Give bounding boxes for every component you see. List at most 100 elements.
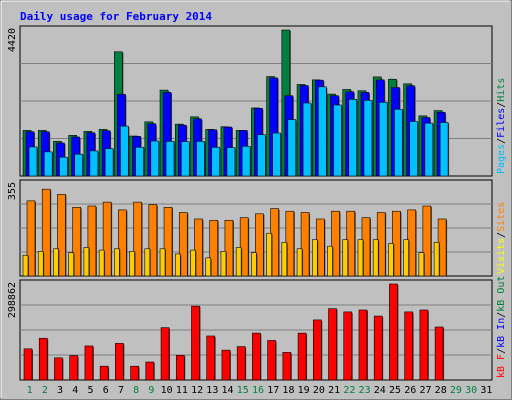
bar-hits-pages-day-21 [333, 104, 342, 177]
bar-kbytes-kb-f-day-16 [252, 332, 261, 381]
bar-kbytes-kb-f-day-2 [38, 337, 48, 381]
legend-entry: kB F [496, 354, 507, 378]
bar-kbytes-kb-f-day-18 [282, 352, 292, 381]
bar-hits-pages-day-16 [257, 134, 266, 177]
bar-hits-pages-day-17 [272, 132, 281, 177]
bar-kbytes-kb-f-day-6 [99, 365, 109, 381]
bar-hits-pages-day-27 [424, 122, 434, 177]
bar-hits-pages-day-3 [59, 156, 68, 177]
y-axis-max-kbytes: 298862 [7, 282, 18, 318]
legend-entry: / [496, 102, 507, 108]
y-axis-max-hits: 4420 [7, 28, 18, 52]
bar-visits-visits-day-23 [357, 239, 364, 277]
bar-visits-visits-day-13 [205, 257, 212, 277]
y-axis-max-visits: 355 [7, 182, 18, 200]
bar-visits-sites-day-14 [224, 219, 234, 277]
bar-kbytes-kb-f-day-24 [373, 315, 383, 381]
bar-kbytes-kb-f-day-20 [312, 319, 322, 381]
bar-visits-visits-day-9 [144, 248, 151, 277]
x-tick-label-day-5: 5 [88, 385, 94, 396]
bar-hits-pages-day-26 [409, 121, 418, 177]
bar-visits-visits-day-27 [418, 252, 425, 277]
bar-visits-visits-day-10 [159, 248, 166, 277]
bar-kbytes-kb-f-day-10 [160, 327, 170, 381]
bar-visits-sites-day-19 [300, 212, 310, 277]
bar-kbytes-kb-f-day-19 [297, 332, 307, 381]
bar-visits-sites-day-6 [102, 201, 112, 277]
bar-visits-visits-day-12 [190, 249, 196, 277]
bar-hits-pages-day-7 [120, 125, 129, 177]
panel-visits: 355 Visits/Sites [7, 179, 507, 277]
x-tick-label-day-21: 21 [328, 385, 340, 396]
legend-entry: kB In [496, 318, 507, 348]
bar-hits-pages-day-4 [74, 153, 83, 177]
bar-visits-visits-day-11 [174, 253, 181, 277]
bar-visits-sites-day-15 [239, 217, 249, 277]
bar-visits-sites-day-3 [57, 194, 66, 277]
legend-entry: kB Out [496, 276, 507, 312]
x-tick-label-day-15: 15 [237, 385, 249, 396]
bar-visits-sites-day-21 [331, 210, 340, 277]
bar-visits-visits-day-4 [68, 252, 74, 277]
bar-kbytes-kb-f-day-9 [145, 361, 155, 381]
legend-entry: / [496, 232, 507, 238]
x-tick-label-day-12: 12 [191, 385, 203, 396]
bar-hits-pages-day-2 [43, 151, 53, 177]
legend-entry: Hits [496, 78, 507, 102]
bar-kbytes-kb-f-day-8 [130, 365, 139, 381]
bar-visits-visits-day-8 [129, 251, 135, 277]
x-tick-label-day-31: 31 [480, 385, 492, 396]
bar-visits-visits-day-16 [251, 252, 257, 277]
bar-visits-sites-day-5 [87, 205, 97, 277]
bar-hits-pages-day-11 [180, 141, 190, 177]
bar-hits-pages-day-1 [28, 146, 38, 177]
legend-entry: / [496, 312, 507, 318]
bar-hits-pages-day-23 [363, 100, 373, 177]
bar-visits-sites-day-9 [148, 204, 158, 277]
x-tick-label-day-14: 14 [222, 385, 234, 396]
bar-visits-sites-day-7 [118, 209, 127, 277]
x-tick-label-day-3: 3 [57, 385, 63, 396]
bar-hits-pages-day-8 [135, 146, 144, 177]
bar-hits-pages-day-19 [302, 102, 312, 177]
bar-visits-sites-day-4 [72, 207, 81, 277]
x-tick-label-day-17: 17 [267, 385, 279, 396]
bar-kbytes-kb-f-day-25 [389, 283, 398, 381]
bar-visits-visits-day-1 [22, 254, 29, 277]
x-tick-label-day-18: 18 [282, 385, 294, 396]
bar-visits-visits-day-17 [266, 232, 272, 277]
x-tick-label-day-11: 11 [176, 385, 188, 396]
bar-kbytes-kb-f-day-11 [175, 354, 185, 381]
bar-hits-pages-day-10 [165, 141, 175, 177]
bar-kbytes-kb-f-day-22 [343, 311, 353, 381]
legend-entry: Visits [496, 238, 507, 274]
bar-hits-pages-day-22 [348, 99, 358, 177]
x-tick-label-day-27: 27 [419, 385, 431, 396]
bar-visits-visits-day-20 [311, 239, 318, 277]
x-tick-label-day-25: 25 [389, 385, 401, 396]
bar-visits-sites-day-8 [133, 201, 142, 277]
bar-visits-sites-day-13 [209, 219, 219, 277]
bar-visits-sites-day-12 [194, 218, 203, 277]
bar-visits-visits-day-21 [327, 245, 333, 277]
x-tick-label-day-16: 16 [252, 385, 264, 396]
legend-entry: Pages [496, 144, 507, 174]
bar-kbytes-kb-f-day-17 [267, 340, 276, 381]
x-tick-label-day-23: 23 [359, 385, 371, 396]
bar-kbytes-kb-f-day-15 [236, 346, 246, 381]
bar-kbytes-kb-f-day-4 [69, 355, 78, 381]
bar-kbytes-kb-f-day-28 [434, 326, 444, 381]
legend-entry: Files [496, 108, 507, 138]
x-tick-label-day-30: 30 [465, 385, 477, 396]
x-tick-label-day-26: 26 [404, 385, 416, 396]
bar-visits-visits-day-5 [83, 247, 90, 277]
x-tick-label-day-13: 13 [206, 385, 218, 396]
bar-visits-visits-day-25 [388, 243, 394, 277]
x-tick-label-day-6: 6 [103, 385, 109, 396]
x-tick-label-day-10: 10 [161, 385, 173, 396]
bar-hits-pages-day-12 [196, 141, 205, 177]
bar-kbytes-kb-f-day-3 [54, 357, 63, 381]
bar-visits-visits-day-2 [37, 251, 44, 277]
